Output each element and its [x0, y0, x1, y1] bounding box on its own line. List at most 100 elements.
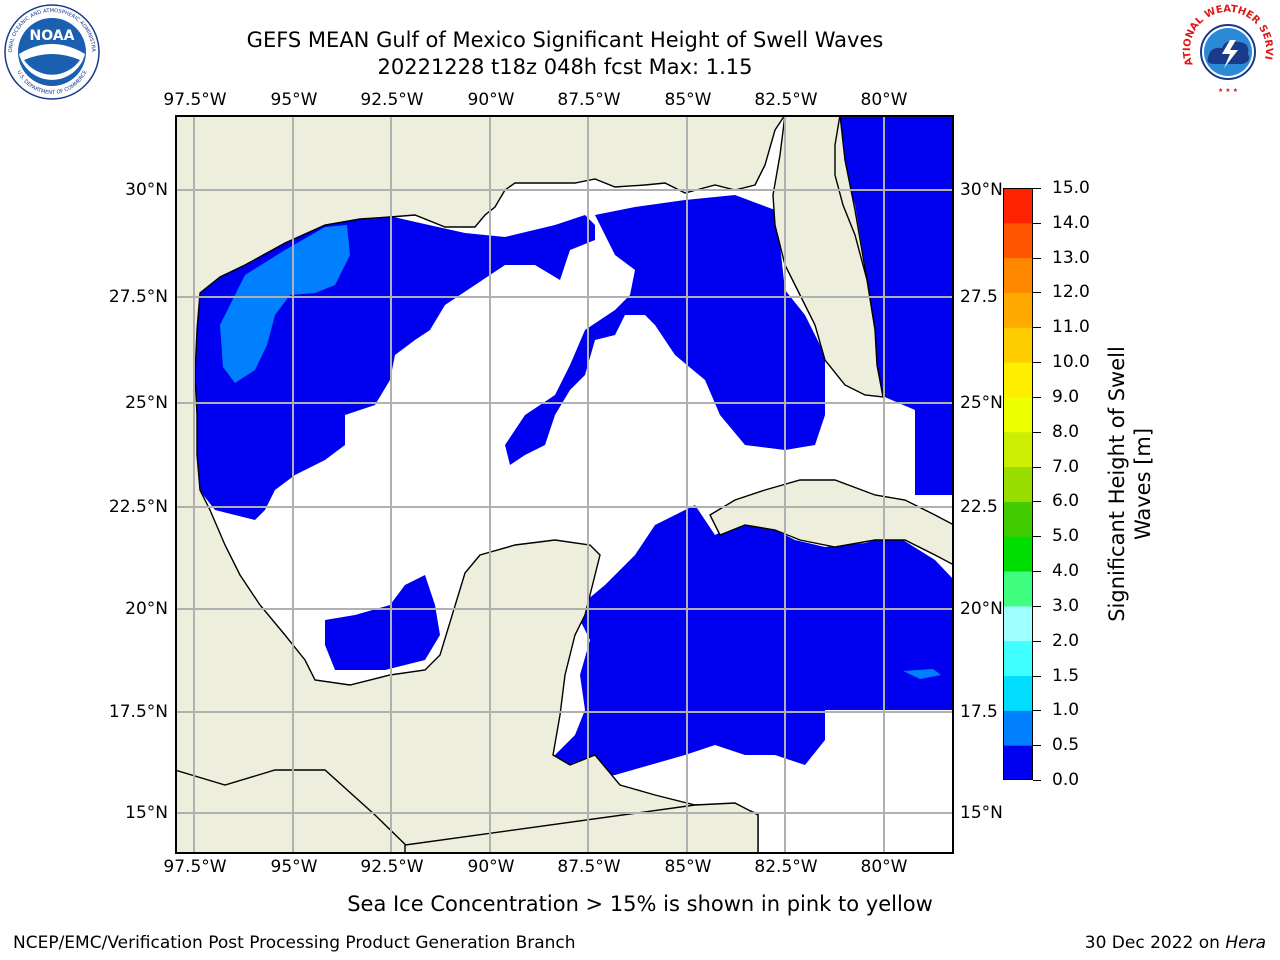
colorbar-segment [1003, 362, 1033, 398]
lon-tick-bottom: 90°W [467, 857, 515, 877]
colorbar-segment [1003, 466, 1033, 502]
lat-tick-left: 27.5°N [108, 287, 168, 307]
lat-tick-right: 15°N [960, 803, 1003, 823]
colorbar-segment [1003, 222, 1033, 259]
colorbar-tick-label: 7.0 [1052, 456, 1080, 477]
lon-tick-bottom: 95°W [270, 857, 318, 877]
colorbar-tick-mark [1033, 745, 1041, 747]
colorbar-tick-mark [1033, 780, 1041, 781]
lon-tick-top: 90°W [467, 90, 515, 110]
colorbar-tick-mark [1033, 188, 1041, 189]
colorbar-tick-label: 4.0 [1052, 561, 1080, 582]
footer-date-text: 30 Dec 2022 on [1084, 933, 1226, 953]
colorbar-tick-label: 15.0 [1052, 178, 1090, 198]
colorbar-segment [1003, 327, 1033, 363]
colorbar-segment [1003, 536, 1033, 572]
colorbar-tick-mark [1033, 222, 1041, 224]
sea-ice-note: Sea Ice Concentration > 15% is shown in … [347, 892, 933, 916]
lon-tick-top: 87.5°W [557, 90, 621, 110]
lon-tick-bottom: 92.5°W [360, 857, 424, 877]
colorbar-tick-label: 1.0 [1052, 700, 1080, 721]
lon-tick-top: 95°W [270, 90, 318, 110]
colorbar-tick-label: 10.0 [1052, 352, 1090, 373]
colorbar-tick-label: 14.0 [1052, 212, 1090, 233]
colorbar-tick-label: 9.0 [1052, 386, 1080, 407]
colorbar-tick-label: 12.0 [1052, 282, 1090, 303]
lat-tick-left: 15°N [125, 803, 168, 823]
colorbar-tick-label: 3.0 [1052, 595, 1080, 616]
colorbar-tick-mark [1033, 571, 1041, 573]
footer-credit: NCEP/EMC/Verification Post Processing Pr… [13, 933, 576, 953]
colorbar-segment [1003, 257, 1033, 293]
lat-tick-left: 22.5°N [108, 497, 168, 517]
colorbar-title-line: Waves [m] [1131, 427, 1155, 541]
lat-tick-left: 25°N [125, 393, 168, 413]
colorbar-tick-label: 11.0 [1052, 317, 1090, 338]
colorbar-tick-mark [1033, 396, 1041, 398]
footer-date: 30 Dec 2022 on Hera [1085, 932, 1266, 954]
lat-tick-right: 17.5 [960, 702, 998, 722]
lon-tick-bottom: 87.5°W [557, 857, 621, 877]
colorbar-segment [1003, 188, 1033, 224]
map-title: GEFS MEAN Gulf of Mexico Significant Hei… [246, 28, 884, 52]
colorbar-tick-label: 8.0 [1052, 421, 1080, 442]
svg-text:★ ★ ★: ★ ★ ★ [1218, 87, 1238, 94]
colorbar-tick-mark [1033, 292, 1041, 294]
colorbar-segment [1003, 640, 1033, 677]
lon-tick-top: 85°W [664, 90, 712, 110]
colorbar-tick-label: 0.5 [1052, 735, 1080, 756]
colorbar-tick-mark [1033, 605, 1041, 607]
lon-tick-bottom: 85°W [664, 857, 712, 877]
nws-logo: NATIONAL WEATHER SERVICE ★ ★ ★ [1178, 2, 1274, 96]
colorbar-tick-label: 6.0 [1052, 491, 1080, 512]
lon-tick-bottom: 97.5°W [163, 857, 227, 877]
colorbar-segment [1003, 431, 1033, 468]
colorbar-tick-mark [1033, 257, 1041, 259]
colorbar-segment [1003, 675, 1033, 711]
lon-tick-top: 97.5°W [163, 90, 227, 110]
colorbar-tick-mark [1033, 640, 1041, 642]
colorbar-segment [1003, 745, 1033, 780]
colorbar-segment [1003, 501, 1033, 537]
noaa-logo-text: NOAA [30, 28, 75, 44]
lat-tick-right: 20°N [960, 599, 1003, 619]
colorbar [1003, 188, 1033, 780]
lat-tick-left: 30°N [125, 180, 168, 200]
lon-tick-top: 80°W [860, 90, 908, 110]
forecast-subtitle: 20221228 t18z 048h fcst Max: 1.15 [377, 55, 753, 79]
colorbar-tick-mark [1033, 501, 1041, 503]
colorbar-segment [1003, 292, 1033, 328]
graticule [175, 115, 954, 854]
colorbar-tick-mark [1033, 466, 1041, 468]
footer-machine: Hera [1225, 933, 1266, 953]
lat-tick-right: 27.5 [960, 287, 998, 307]
colorbar-tick-label: 0.0 [1052, 770, 1080, 790]
colorbar-tick-mark [1033, 710, 1041, 712]
colorbar-segment [1003, 605, 1033, 642]
colorbar-tick-mark [1033, 431, 1041, 433]
lat-tick-left: 17.5°N [108, 702, 168, 722]
colorbar-tick-label: 1.5 [1052, 665, 1080, 686]
colorbar-segment [1003, 571, 1033, 607]
noaa-logo: NATIONAL OCEANIC AND ATMOSPHERIC ADMINIS… [2, 4, 100, 100]
colorbar-tick-mark [1033, 327, 1041, 329]
lon-tick-top: 82.5°W [754, 90, 818, 110]
lon-tick-bottom: 82.5°W [754, 857, 818, 877]
colorbar-tick-mark [1033, 362, 1041, 364]
colorbar-tick-label: 13.0 [1052, 247, 1090, 268]
map-panel [175, 115, 954, 854]
colorbar-segment [1003, 710, 1033, 746]
colorbar-tick-mark [1033, 536, 1041, 538]
colorbar-tick-mark [1033, 675, 1041, 677]
lat-tick-right: 22.5 [960, 497, 998, 517]
colorbar-segment [1003, 396, 1033, 433]
land [175, 115, 954, 854]
lon-tick-top: 92.5°W [360, 90, 424, 110]
lon-tick-bottom: 80°W [860, 857, 908, 877]
colorbar-title: Significant Height of Swell Waves [m] [1104, 346, 1156, 622]
map-border [175, 115, 954, 854]
colorbar-tick-label: 2.0 [1052, 630, 1080, 651]
colorbar-tick-label: 5.0 [1052, 526, 1080, 547]
lat-tick-right: 30°N [960, 180, 1003, 200]
lat-tick-right: 25°N [960, 393, 1003, 413]
